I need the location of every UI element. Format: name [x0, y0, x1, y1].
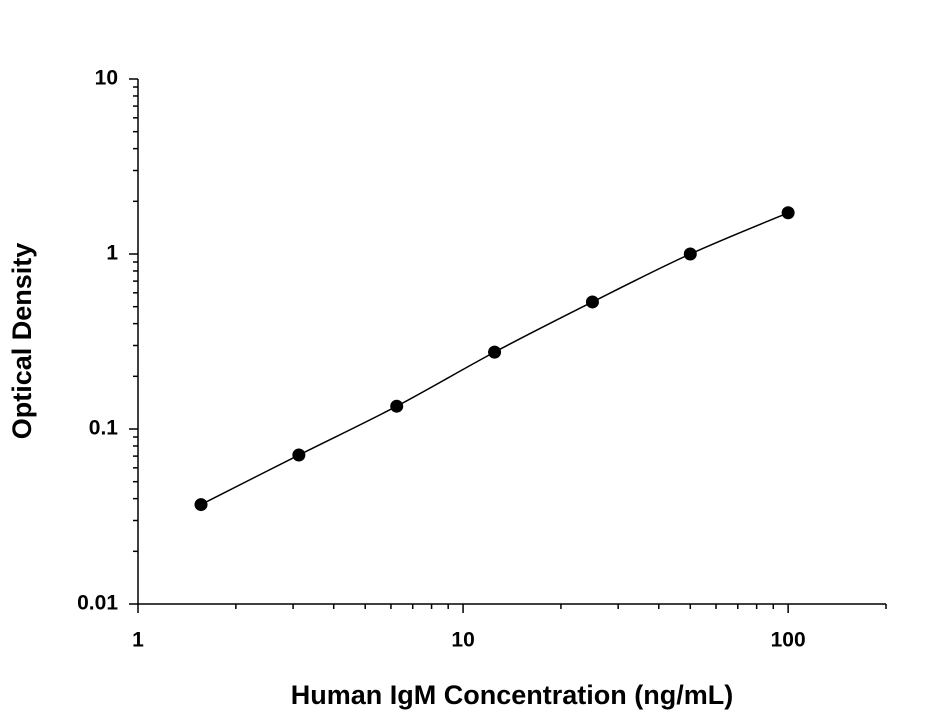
fit-curve — [200, 212, 789, 506]
x-tick-label: 10 — [451, 629, 474, 652]
x-axis-title: Human IgM Concentration (ng/mL) — [291, 680, 733, 710]
x-tick-label: 100 — [771, 629, 806, 652]
data-point — [194, 498, 208, 512]
data-point — [292, 448, 306, 462]
data-point — [390, 399, 404, 413]
data-point — [488, 345, 502, 359]
y-tick-label: 0.1 — [89, 417, 119, 440]
y-tick-label: 10 — [95, 67, 118, 90]
data-point — [781, 206, 795, 220]
y-tick-label: 0.01 — [77, 592, 118, 615]
data-point — [585, 295, 599, 309]
x-tick-label: 1 — [132, 629, 144, 652]
data-point — [683, 247, 697, 261]
y-tick-label: 1 — [106, 242, 118, 265]
y-axis-title: Optical Density — [7, 243, 37, 440]
